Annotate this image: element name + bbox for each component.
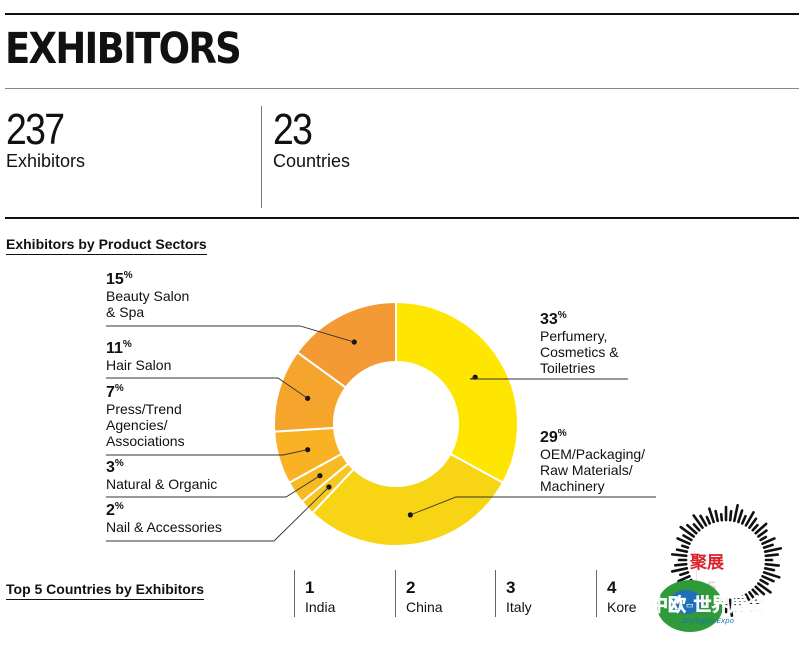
- callout-label: Raw Materials/: [540, 462, 633, 478]
- donut-slice: [395, 300, 519, 485]
- svg-text:中欧-世界展会: 中欧-世界展会: [650, 594, 765, 616]
- donut-slice: [295, 300, 397, 389]
- callout-percent: 15%: [106, 270, 133, 288]
- callout-percent: 3%: [106, 458, 124, 476]
- top-rule: [5, 13, 799, 15]
- svg-text:ZhongOu Expo: ZhongOu Expo: [681, 617, 734, 625]
- callout-label: Press/Trend: [106, 401, 182, 417]
- stats-rule: [5, 217, 799, 219]
- leader-line: [106, 325, 355, 343]
- country-item: 1 India: [294, 570, 335, 617]
- countries-label: Countries: [273, 151, 351, 171]
- callout-label: Beauty Salon: [106, 288, 189, 304]
- callout-label: Machinery: [540, 478, 605, 494]
- countries-count: 23: [273, 105, 313, 154]
- callout-label: Nail & Accessories: [106, 519, 222, 535]
- callout-label: OEM/Packaging/: [540, 446, 645, 462]
- callout-percent: 11%: [106, 339, 132, 357]
- country-name: Italy: [506, 599, 532, 615]
- countries-section-title: Top 5 Countries by Exhibitors: [6, 581, 205, 600]
- exhibitors-count: 237: [6, 105, 65, 154]
- svg-text:聚展: 聚展: [689, 553, 724, 573]
- callout-label: Hair Salon: [106, 357, 171, 373]
- callout-label: Toiletries: [540, 360, 595, 376]
- country-name: India: [305, 599, 336, 615]
- callout-label: & Spa: [106, 304, 144, 320]
- country-name: China: [406, 599, 443, 615]
- callout-label: Perfumery,: [540, 328, 607, 344]
- country-item: 3 Italy: [495, 570, 532, 617]
- country-rank: 4: [607, 578, 617, 597]
- country-rank: 3: [506, 578, 516, 597]
- callout-percent: 7%: [106, 383, 124, 401]
- sectors-section-title: Exhibitors by Product Sectors: [6, 236, 207, 255]
- donut-slice: [311, 452, 505, 547]
- zhongou-expo-watermark-logo: 聚展 中欧-世界展会 ZhongOu Expo: [648, 498, 798, 644]
- leader-line: [469, 376, 628, 380]
- country-rank: 2: [406, 578, 416, 597]
- leader-line: [106, 449, 308, 456]
- callout-label: Cosmetics &: [540, 344, 619, 360]
- leader-line: [106, 486, 330, 542]
- leader-line: [106, 377, 308, 399]
- callout-label: Agencies/: [106, 417, 168, 433]
- stats-divider: [261, 106, 262, 208]
- exhibitors-label: Exhibitors: [6, 151, 86, 171]
- callout-percent: 29%: [540, 428, 567, 446]
- country-name: Kore: [607, 599, 637, 615]
- callout-label: Associations: [106, 433, 185, 449]
- title-rule: [5, 88, 799, 89]
- leader-line: [410, 496, 656, 516]
- callout-percent: 33%: [540, 310, 567, 328]
- page-title: EXHIBITORS: [5, 24, 242, 74]
- leader-line: [106, 475, 321, 498]
- country-item: 4 Kore: [596, 570, 637, 617]
- country-rank: 1: [305, 578, 315, 597]
- callout-percent: 2%: [106, 501, 124, 519]
- callout-label: Natural & Organic: [106, 476, 217, 492]
- country-item: 2 China: [395, 570, 443, 617]
